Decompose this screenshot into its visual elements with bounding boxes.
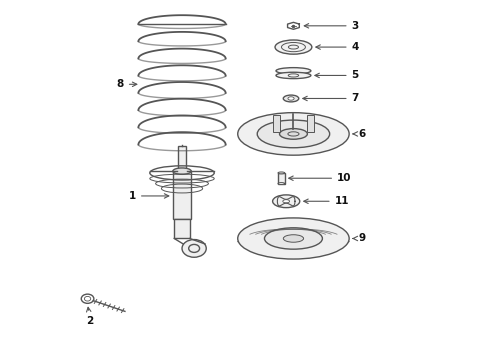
Polygon shape (173, 171, 191, 219)
Polygon shape (272, 115, 280, 132)
Text: 11: 11 (304, 196, 349, 206)
Polygon shape (307, 115, 314, 132)
Ellipse shape (238, 238, 349, 245)
Ellipse shape (276, 68, 311, 74)
Ellipse shape (238, 218, 349, 259)
Ellipse shape (283, 235, 304, 242)
Ellipse shape (278, 183, 285, 185)
Ellipse shape (257, 120, 330, 148)
Circle shape (182, 239, 206, 257)
Ellipse shape (279, 129, 307, 139)
Text: 6: 6 (353, 129, 366, 139)
Ellipse shape (275, 40, 312, 54)
Polygon shape (174, 219, 190, 238)
Text: 8: 8 (117, 79, 137, 89)
Text: 7: 7 (303, 94, 359, 103)
Ellipse shape (288, 97, 294, 100)
Ellipse shape (283, 200, 290, 203)
Ellipse shape (278, 172, 285, 174)
Text: 9: 9 (353, 234, 366, 243)
Text: 4: 4 (316, 42, 359, 52)
Ellipse shape (272, 195, 300, 208)
Text: 1: 1 (129, 191, 169, 201)
Polygon shape (178, 146, 186, 171)
Ellipse shape (238, 113, 349, 155)
Text: 5: 5 (315, 71, 359, 80)
Text: 10: 10 (289, 173, 351, 183)
Text: 3: 3 (304, 21, 359, 31)
Ellipse shape (173, 168, 191, 174)
Text: 2: 2 (86, 307, 94, 326)
Bar (278, 173, 285, 184)
Ellipse shape (283, 95, 299, 102)
Ellipse shape (265, 228, 322, 249)
Ellipse shape (276, 72, 311, 78)
